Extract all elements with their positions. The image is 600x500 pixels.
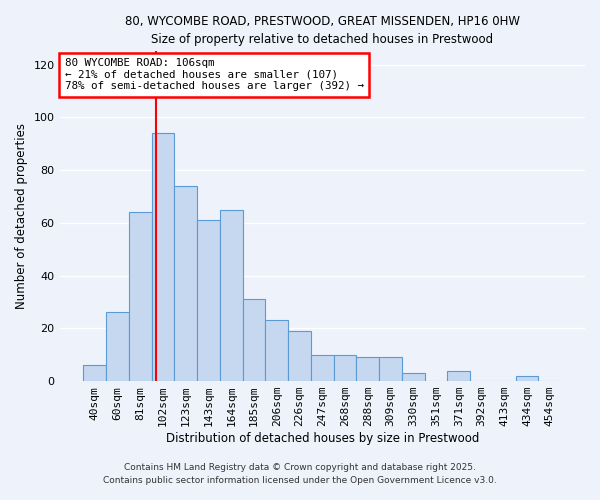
Bar <box>220 210 242 381</box>
Bar <box>106 312 129 381</box>
Text: 80 WYCOMBE ROAD: 106sqm
← 21% of detached houses are smaller (107)
78% of semi-d: 80 WYCOMBE ROAD: 106sqm ← 21% of detache… <box>65 58 364 91</box>
Bar <box>402 373 425 381</box>
Bar <box>152 133 175 381</box>
Bar <box>311 354 334 381</box>
Bar <box>129 212 152 381</box>
Bar <box>265 320 288 381</box>
Bar <box>515 376 538 381</box>
Text: Contains public sector information licensed under the Open Government Licence v3: Contains public sector information licen… <box>103 476 497 485</box>
Bar <box>379 358 402 381</box>
Y-axis label: Number of detached properties: Number of detached properties <box>15 123 28 309</box>
Bar <box>334 354 356 381</box>
Bar <box>83 366 106 381</box>
Bar <box>242 300 265 381</box>
Bar <box>175 186 197 381</box>
X-axis label: Distribution of detached houses by size in Prestwood: Distribution of detached houses by size … <box>166 432 479 445</box>
Title: 80, WYCOMBE ROAD, PRESTWOOD, GREAT MISSENDEN, HP16 0HW
Size of property relative: 80, WYCOMBE ROAD, PRESTWOOD, GREAT MISSE… <box>125 15 520 46</box>
Text: Contains HM Land Registry data © Crown copyright and database right 2025.: Contains HM Land Registry data © Crown c… <box>124 464 476 472</box>
Bar <box>448 370 470 381</box>
Bar <box>356 358 379 381</box>
Bar <box>288 331 311 381</box>
Bar <box>197 220 220 381</box>
